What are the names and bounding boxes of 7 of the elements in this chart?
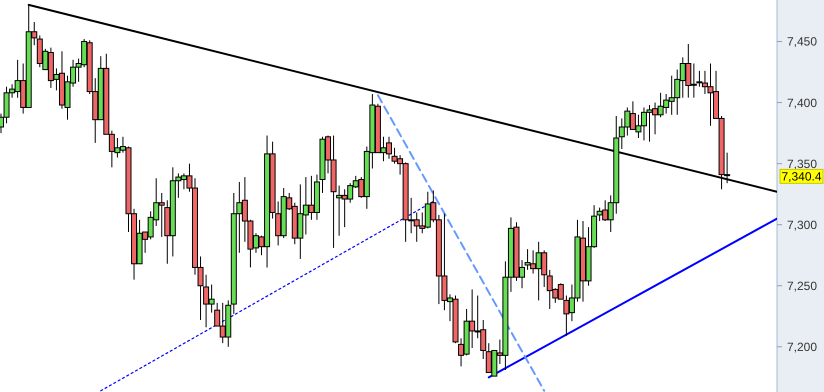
annotation: 7,340.4 (781, 170, 822, 184)
y-tick-label: 7,350 (787, 156, 818, 171)
y-tick-label: 7,450 (787, 34, 818, 49)
y-tick-label: 7,300 (787, 218, 818, 232)
y-tick-label: 7,250 (787, 278, 818, 293)
y-tick-label: 7,200 (787, 340, 818, 354)
y-tick-label: 7,400 (787, 96, 818, 110)
